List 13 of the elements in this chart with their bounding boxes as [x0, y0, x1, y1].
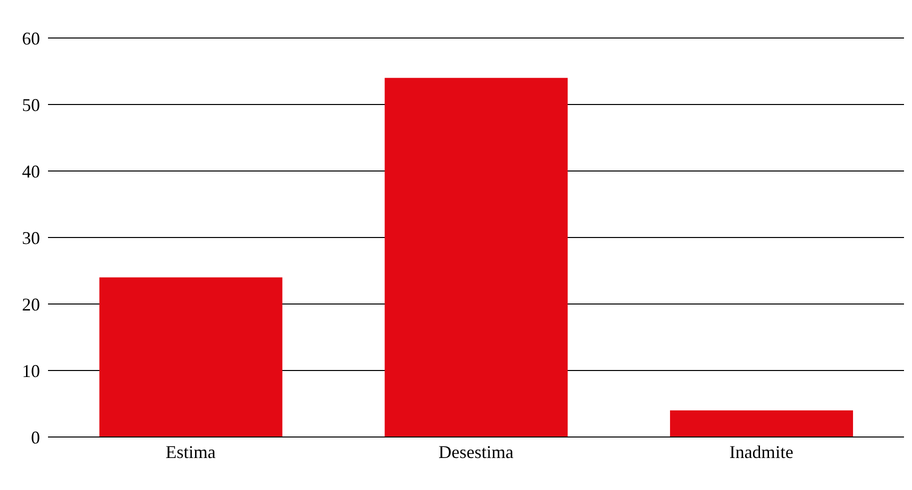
- bar: [384, 78, 568, 437]
- y-tick-label: 0: [31, 427, 40, 448]
- y-tick-label: 30: [22, 228, 40, 248]
- y-tick-label: 20: [22, 294, 40, 314]
- x-tick-label: Estima: [166, 442, 216, 462]
- x-tick-label: Desestima: [438, 442, 514, 462]
- y-tick-label: 10: [22, 360, 40, 381]
- bar: [670, 410, 854, 437]
- y-tick-label: 40: [22, 161, 40, 182]
- bar: [99, 277, 282, 437]
- y-tick-label: 50: [22, 94, 40, 115]
- y-tick-label: 60: [22, 28, 40, 48]
- x-tick-label: Inadmite: [729, 442, 794, 462]
